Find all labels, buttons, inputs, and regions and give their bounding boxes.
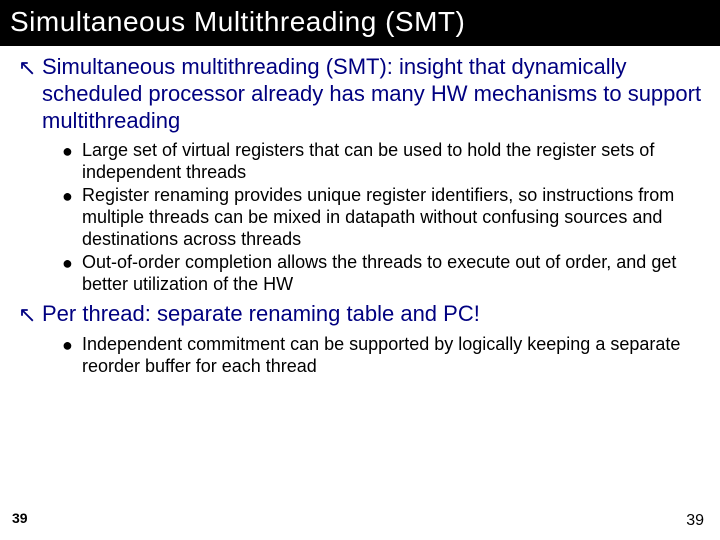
dot-icon: ● xyxy=(62,334,82,378)
bullet-1-subs: ● Large set of virtual registers that ca… xyxy=(18,138,702,301)
arrow-icon: ↖ xyxy=(18,54,42,134)
bullet-2: ↖ Per thread: separate renaming table an… xyxy=(18,301,702,328)
page-number-right: 39 xyxy=(686,512,704,530)
page-number-left: 39 xyxy=(12,510,28,526)
sub-text: Register renaming provides unique regist… xyxy=(82,185,702,251)
bullet-1: ↖ Simultaneous multithreading (SMT): ins… xyxy=(18,54,702,134)
bullet-2-subs: ● Independent commitment can be supporte… xyxy=(18,332,702,383)
sub-item: ● Independent commitment can be supporte… xyxy=(62,334,702,378)
dot-icon: ● xyxy=(62,140,82,184)
bullet-2-text: Per thread: separate renaming table and … xyxy=(42,301,480,328)
slide-title: Simultaneous Multithreading (SMT) xyxy=(0,0,720,46)
bullet-1-text: Simultaneous multithreading (SMT): insig… xyxy=(42,54,702,134)
sub-item: ● Register renaming provides unique regi… xyxy=(62,185,702,251)
slide-content: ↖ Simultaneous multithreading (SMT): ins… xyxy=(0,46,720,383)
arrow-icon: ↖ xyxy=(18,301,42,328)
sub-text: Independent commitment can be supported … xyxy=(82,334,702,378)
dot-icon: ● xyxy=(62,252,82,296)
dot-icon: ● xyxy=(62,185,82,251)
sub-item: ● Large set of virtual registers that ca… xyxy=(62,140,702,184)
sub-text: Out-of-order completion allows the threa… xyxy=(82,252,702,296)
sub-text: Large set of virtual registers that can … xyxy=(82,140,702,184)
sub-item: ● Out-of-order completion allows the thr… xyxy=(62,252,702,296)
